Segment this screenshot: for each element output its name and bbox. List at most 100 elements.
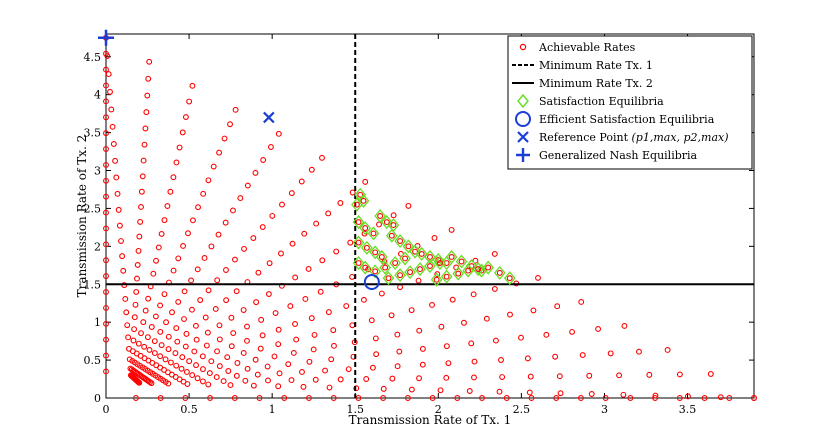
achievable-rate-point [176, 144, 183, 151]
satisfaction-equilibrium-marker [352, 235, 365, 250]
achievable-rate-point [169, 309, 175, 316]
achievable-rate-point [434, 271, 441, 278]
achievable-rate-point [269, 212, 276, 219]
achievable-rate-point [676, 371, 683, 378]
achievable-rate-point [227, 121, 233, 128]
achievable-rate-point [416, 375, 423, 382]
achievable-rate-point [372, 335, 379, 342]
achievable-rate-point [105, 71, 112, 78]
achievable-rate-point [143, 109, 150, 116]
satisfaction-equilibrium-marker [440, 269, 453, 284]
achievable-rate-point [275, 341, 282, 348]
satisfaction-equilibrium-marker [367, 226, 380, 241]
generalized-nash-equilibrium-marker [98, 29, 114, 46]
achievable-rate-point [586, 372, 593, 379]
achievable-rate-point [103, 257, 109, 264]
achievable-rate-point [427, 263, 433, 269]
achievable-rate-point [125, 334, 132, 341]
achievable-rate-point [201, 255, 208, 261]
achievable-rate-point [301, 230, 308, 237]
achievable-rate-point [256, 395, 263, 401]
achievable-rate-point [461, 319, 467, 326]
achievable-rate-point [240, 307, 247, 313]
achievable-rate-point [190, 217, 196, 224]
x-tick-label: 0 [103, 403, 110, 416]
achievable-rate-point [289, 240, 296, 247]
achievable-rate-point [652, 392, 659, 399]
achievable-rate-point [135, 340, 142, 347]
achievable-rate-point [416, 327, 423, 334]
achievable-rate-point [278, 250, 284, 257]
legend-label: Achievable Rates [538, 41, 636, 54]
achievable-rate-point [205, 177, 212, 184]
achievable-rate-point [288, 377, 295, 384]
legend-label: Efficient Satisfaction Equilibria [539, 113, 715, 126]
satisfaction-equilibrium-marker [375, 249, 388, 264]
achievable-rate-point [132, 395, 139, 401]
x-tick-label: 1 [269, 403, 276, 416]
achievable-rate-point [471, 358, 478, 365]
achievable-rate-point [417, 266, 423, 273]
achievable-rate-point [228, 343, 235, 350]
achievable-rate-point [136, 379, 143, 386]
satisfaction-equilibrium-marker [394, 268, 406, 283]
achievable-rate-point [298, 178, 305, 185]
achievable-rate-point [193, 362, 200, 369]
legend-marker-diamond [517, 93, 529, 109]
achievable-rate-point [372, 268, 379, 275]
achievable-rate-point [138, 330, 144, 337]
achievable-rate-point [216, 149, 223, 156]
achievable-rate-point [472, 257, 479, 264]
achievable-rate-point [330, 395, 337, 401]
achievable-rate-point [138, 204, 144, 210]
achievable-rate-point [266, 260, 273, 267]
achievable-rate-point [216, 363, 223, 370]
achievable-rate-point [173, 159, 180, 166]
achievable-rate-point [230, 207, 236, 214]
achievable-rate-point [103, 273, 109, 280]
achievable-rate-point [607, 350, 614, 357]
achievable-rate-point [122, 296, 129, 302]
achievable-rate-point [208, 243, 215, 250]
achievable-rate-point [220, 378, 227, 385]
achievable-rate-point [103, 146, 109, 152]
achievable-rate-point [405, 202, 412, 209]
achievable-rate-point [372, 249, 379, 256]
achievable-rate-point [107, 88, 113, 95]
achievable-rate-point [200, 366, 206, 373]
achievable-rate-point [151, 350, 158, 357]
achievable-rate-point [119, 253, 126, 260]
achievable-rate-point [627, 395, 634, 401]
achievable-rate-point [279, 201, 285, 208]
achievable-rate-point [492, 337, 499, 344]
achievable-rate-point [275, 130, 282, 137]
achievable-rate-point [175, 298, 182, 305]
efficient-satisfaction-equilibrium-marker [363, 273, 380, 290]
achievable-rate-point [205, 381, 212, 388]
achievable-rate-point [578, 298, 585, 305]
achievable-rate-point [124, 322, 131, 329]
achievable-rate-point [103, 304, 109, 311]
satisfaction-equilibrium-marker [455, 254, 468, 269]
achievable-rate-point [380, 385, 387, 392]
achievable-rate-point [530, 307, 537, 314]
achievable-rate-point [616, 372, 623, 379]
achievable-rate-point [241, 245, 248, 252]
achievable-rate-point [553, 395, 560, 401]
achievable-rate-point [167, 188, 174, 195]
achievable-rate-point [448, 226, 455, 233]
achievable-rate-point [155, 244, 162, 251]
achievable-rate-point [388, 232, 395, 239]
achievable-rate-point [676, 395, 683, 401]
achievable-rate-point [216, 322, 223, 329]
satisfaction-equilibrium-marker [452, 266, 465, 281]
achievable-rate-point [415, 277, 422, 284]
achievable-rate-point [144, 92, 151, 99]
achievable-rate-point [368, 317, 375, 324]
achievable-rate-point [299, 369, 305, 375]
y-tick-label: 0 [94, 392, 101, 405]
achievable-rate-point [103, 368, 109, 375]
achievable-rate-point [234, 360, 241, 366]
achievable-rate-point [138, 188, 145, 195]
